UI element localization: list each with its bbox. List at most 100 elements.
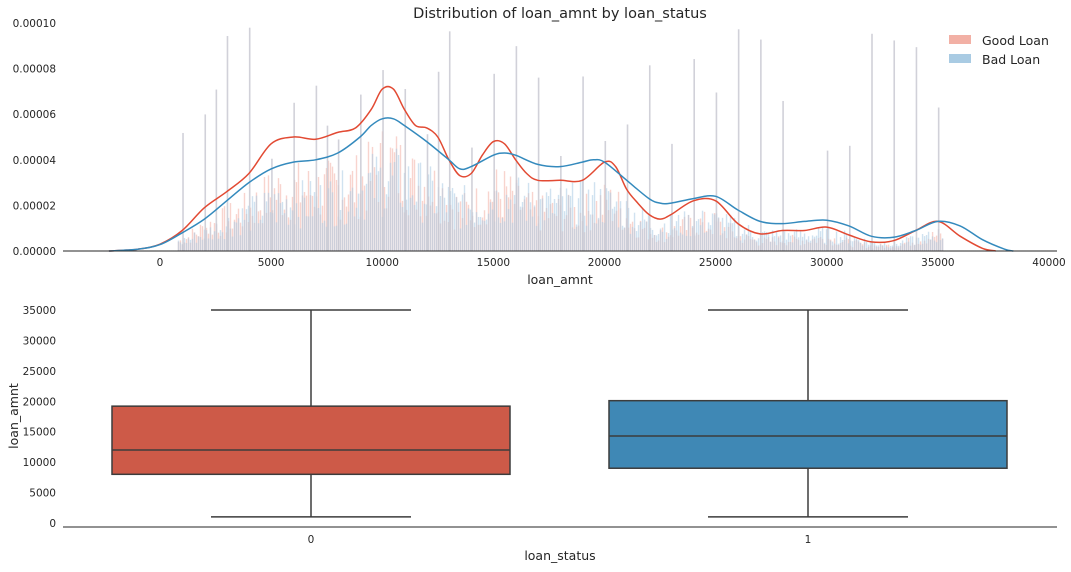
histogram-bar-bad-loan	[709, 225, 712, 251]
histogram-bar-bad-loan	[765, 231, 768, 251]
histogram-bar-bad-loan	[553, 198, 556, 251]
histogram-bar-bad-loan	[667, 233, 670, 251]
histogram-bar-bad-loan	[517, 177, 520, 251]
bottom-y-tick-label: 0	[49, 518, 56, 530]
top-x-axis-label: loan_amnt	[527, 272, 593, 287]
histogram-bar-bad-loan	[887, 247, 890, 251]
histogram-spike-bar	[915, 47, 918, 251]
histogram-bar-bad-loan	[883, 242, 886, 251]
box-loan-status-0	[111, 309, 511, 518]
histogram-bar-bad-loan	[791, 242, 794, 251]
histogram-bar-bad-loan	[851, 241, 854, 251]
histogram-bar-bad-loan	[813, 236, 816, 251]
histogram-spike-bar	[204, 114, 207, 251]
histogram-spike-bar	[848, 145, 851, 251]
histogram-bar-bad-loan	[183, 237, 186, 251]
top-y-tick-label: 0.00010	[13, 18, 56, 30]
histogram-bar-bad-loan	[819, 231, 822, 251]
histogram-bar-bad-loan	[899, 242, 902, 251]
histogram-spike-bar	[737, 29, 740, 251]
legend-swatch-good-loan	[949, 35, 971, 44]
histogram-bar-good-loan	[511, 190, 514, 251]
bottom-y-tick-label: 10000	[23, 457, 56, 469]
histogram-bar-bad-loan	[905, 237, 908, 251]
histogram-bar-bad-loan	[235, 222, 238, 251]
histogram-spike-bar	[626, 124, 629, 251]
histogram-bar-bad-loan	[711, 213, 714, 251]
histogram-bar-bad-loan	[803, 233, 806, 251]
histogram-bar-bad-loan	[291, 210, 294, 251]
histogram-bar-bad-loan	[525, 220, 528, 251]
histogram-bar-bad-loan	[853, 237, 856, 251]
histogram-bar-bad-loan	[783, 231, 786, 251]
histogram-bar-bad-loan	[529, 202, 532, 251]
histogram-bar-bad-loan	[339, 210, 342, 251]
histogram-bar-bad-loan	[353, 216, 356, 251]
histogram-bar-bad-loan	[319, 185, 322, 251]
histogram-bar-bad-loan	[283, 213, 286, 251]
histogram-bar-bad-loan	[901, 240, 904, 251]
histogram-bar-bad-loan	[673, 228, 676, 251]
histogram-bar-bad-loan	[663, 223, 666, 251]
histogram-bar-bad-loan	[837, 243, 840, 251]
histogram-bar-bad-loan	[391, 175, 394, 251]
histogram-bar-bad-loan	[207, 238, 210, 251]
histogram-bar-bad-loan	[507, 209, 510, 251]
histogram-bar-bad-loan	[623, 227, 626, 251]
histogram-bar-bad-loan	[747, 224, 750, 251]
histogram-bar-bad-loan	[533, 205, 536, 251]
iqr-box-loan-status-1	[608, 399, 1008, 469]
histogram-bar-bad-loan	[299, 228, 302, 251]
histogram-spike-bar	[893, 40, 896, 251]
histogram-bar-bad-loan	[415, 201, 418, 251]
histogram-spike-bar	[604, 140, 607, 251]
histogram-bar-bad-loan	[641, 207, 644, 251]
histogram-bar-bad-loan	[549, 188, 552, 251]
histogram-bar-bad-loan	[599, 188, 602, 251]
histogram-bar-bad-loan	[925, 235, 928, 251]
histogram-bar-good-loan	[363, 185, 366, 251]
histogram-bar-bad-loan	[481, 220, 484, 251]
histogram-bar-bad-loan	[379, 167, 382, 251]
histogram-spike-bar	[693, 59, 695, 252]
histogram-bar-bad-loan	[427, 174, 430, 251]
histogram-spike-bar	[326, 125, 329, 251]
histogram-bar-bad-loan	[539, 199, 542, 251]
histogram-bar-bad-loan	[461, 194, 464, 251]
histogram-bar-bad-loan	[483, 220, 486, 251]
histogram-spike-bar	[515, 46, 518, 252]
top-x-tick-label: 15000	[477, 257, 510, 269]
histogram-bar-good-loan	[229, 203, 232, 251]
histogram-bar-bad-loan	[375, 156, 378, 251]
histogram-bar-bad-loan	[441, 183, 444, 251]
histogram-bar-bad-loan	[691, 225, 694, 251]
histogram-bar-bad-loan	[327, 188, 330, 251]
histogram-spike-bar	[648, 65, 651, 251]
histogram-bar-bad-loan	[239, 235, 242, 251]
histogram-bar-bad-loan	[311, 216, 314, 251]
histogram-bar-bad-loan	[495, 190, 498, 251]
histogram-bar-bad-loan	[919, 244, 922, 251]
histogram-bar-good-loan	[535, 200, 538, 251]
histogram-bar-bad-loan	[773, 236, 776, 251]
histogram-spike-bar	[215, 89, 218, 251]
histogram-bar-bad-loan	[407, 166, 410, 251]
histogram-bar-bad-loan	[345, 223, 348, 251]
histogram-bar-bad-loan	[897, 245, 900, 251]
top-kde-curves	[108, 85, 1014, 252]
histogram-bar-bad-loan	[811, 235, 814, 251]
histogram-spike-bar	[937, 107, 940, 251]
histogram-bar-bad-loan	[185, 243, 188, 251]
histogram-bar-bad-loan	[629, 233, 632, 251]
histogram-bar-bad-loan	[633, 212, 636, 251]
histogram-bar-bad-loan	[333, 226, 336, 251]
histogram-bar-bad-loan	[787, 233, 790, 251]
histogram-bar-bad-loan	[411, 195, 414, 251]
histogram-bar-bad-loan	[209, 227, 212, 251]
histogram-bar-good-loan	[323, 174, 326, 251]
histogram-bar-bad-loan	[275, 222, 278, 251]
bottom-y-tick-label: 20000	[23, 396, 56, 408]
histogram-bar-bad-loan	[861, 245, 864, 251]
